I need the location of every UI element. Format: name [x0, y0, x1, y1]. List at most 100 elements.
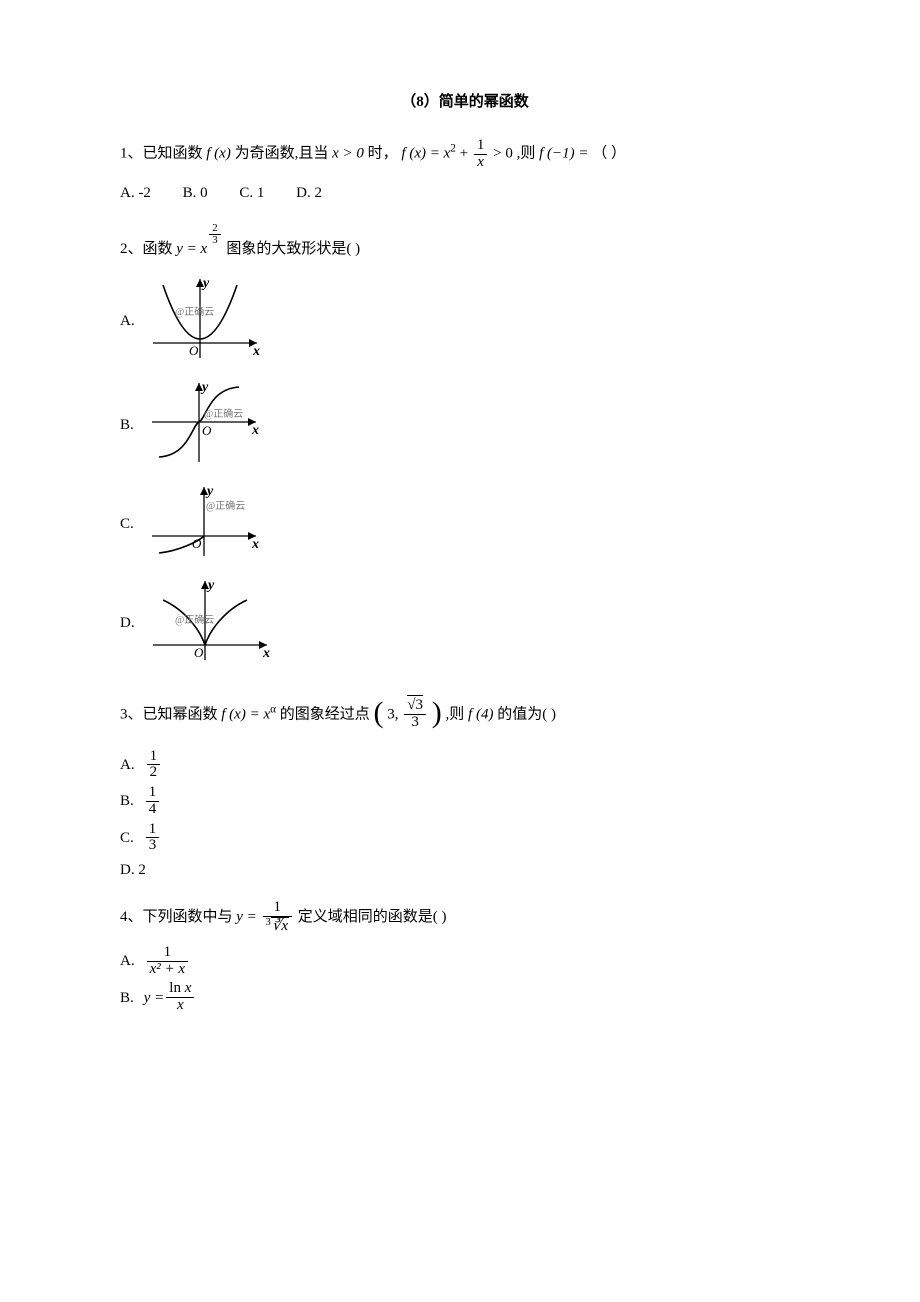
svg-text:x: x	[262, 646, 270, 661]
q2-exp-d: 3	[209, 235, 220, 246]
q1-opt-d[interactable]: D. 2	[296, 185, 322, 201]
q4a-n: 1	[147, 945, 188, 962]
q3-opt-a-lbl: A.	[120, 753, 135, 777]
q1-fx: f (x)	[206, 146, 231, 162]
q4-frac-n: 1	[263, 900, 292, 917]
q2-opt-c[interactable]: C. y x O @正确云	[120, 479, 810, 569]
q3-opt-c-frac: 1 3	[146, 822, 160, 855]
q2-suffix: 图象的大致形状是( )	[226, 241, 360, 257]
q1-opt-a[interactable]: A. -2	[120, 185, 151, 201]
q2-opt-a-label: A.	[120, 309, 135, 333]
svg-text:O: O	[202, 423, 212, 438]
q1-expr-sup: 2	[450, 143, 456, 155]
q4-opt-b-frac: ln x x	[166, 981, 194, 1014]
svg-text:x: x	[251, 423, 259, 438]
q1-mid1: 为奇函数,且当	[235, 146, 333, 162]
question-3: 3、已知幂函数 f (x) = xα 的图象经过点 ( 3, √3 3 ) ,则…	[120, 691, 810, 883]
q2-opt-b-label: B.	[120, 413, 134, 437]
q1-tail: （ ）	[592, 146, 626, 162]
svg-text:x: x	[251, 537, 259, 552]
q2-graph-c: y x O @正确云	[144, 481, 264, 561]
q2-prefix: 2、函数	[120, 241, 176, 257]
q1-cond1: x > 0	[332, 146, 364, 162]
svg-text:@正确云: @正确云	[175, 613, 214, 626]
q1-gt0: > 0	[493, 146, 513, 162]
question-4: 4、下列函数中与 y = 1 3∛x 定义域相同的函数是( ) A. 1 x² …	[120, 900, 810, 1014]
q4-opt-b-lead: y =	[144, 986, 165, 1010]
q2-graph-b: y x O @正确云	[144, 377, 264, 467]
q2-exp: 23	[209, 223, 220, 247]
q4-opt-b[interactable]: B. y = ln x x	[120, 981, 810, 1014]
q3b-d: 4	[146, 802, 160, 818]
question-1: 1、已知函数 f (x) 为奇函数,且当 x > 0 时， f (x) = x2…	[120, 138, 810, 205]
q2-opt-a[interactable]: A. y x O @正确云	[120, 271, 810, 371]
q4b-d: x	[166, 998, 194, 1014]
svg-text:y: y	[206, 578, 215, 593]
q2-exp-n: 2	[209, 223, 220, 235]
q3-opt-a[interactable]: A. 1 2	[120, 749, 810, 782]
q3-text: 3、已知幂函数 f (x) = xα 的图象经过点 ( 3, √3 3 ) ,则…	[120, 691, 810, 739]
q3b-n: 1	[146, 785, 160, 802]
q4-opt-b-lbl: B.	[120, 986, 134, 1010]
q4a-d: x² + x	[147, 962, 188, 978]
svg-text:@正确云: @正确云	[206, 499, 245, 512]
svg-text:y: y	[200, 380, 209, 395]
q1-opt-b[interactable]: B. 0	[183, 185, 208, 201]
q3-fx: f (x) = x	[221, 706, 270, 722]
q3-mid1: 的图象经过点	[280, 706, 374, 722]
q2-opt-d-label: D.	[120, 611, 135, 635]
q1-expr-lead: f (x) = x	[401, 146, 450, 162]
q1-text: 1、已知函数 f (x) 为奇函数,且当 x > 0 时， f (x) = x2…	[120, 138, 810, 171]
q3-pt-d: 3	[404, 715, 426, 731]
q3-opt-d[interactable]: D. 2	[120, 858, 810, 882]
q3-opt-c-lbl: C.	[120, 826, 134, 850]
q4-frac: 1 3∛x	[263, 900, 292, 935]
q3-opt-d-text: D. 2	[120, 858, 146, 882]
q1-options: A. -2 B. 0 C. 1 D. 2	[120, 181, 810, 205]
q1-mid3: ,则	[517, 146, 540, 162]
q4-opt-a[interactable]: A. 1 x² + x	[120, 945, 810, 978]
page-title: （8）简单的幂函数	[120, 90, 810, 114]
q2-yeq: y = x	[176, 241, 207, 257]
q4b-n: ln x	[166, 981, 194, 998]
svg-text:@正确云: @正确云	[175, 305, 214, 318]
question-2: 2、函数 y = x23 图象的大致形状是( ) A. y x O @正确云 B…	[120, 223, 810, 673]
svg-text:y: y	[201, 276, 210, 291]
q2-opt-d[interactable]: D. y x O @正确云	[120, 573, 810, 673]
q4-text: 4、下列函数中与 y = 1 3∛x 定义域相同的函数是( )	[120, 900, 810, 935]
q3-opt-c[interactable]: C. 1 3	[120, 822, 810, 855]
q2-text: 2、函数 y = x23 图象的大致形状是( )	[120, 223, 810, 261]
q1-mid2: 时，	[368, 146, 398, 162]
q3-opt-a-frac: 1 2	[147, 749, 161, 782]
q3-pt-n: √3	[407, 697, 423, 713]
q3-opt-b-lbl: B.	[120, 789, 134, 813]
q1-frac-n: 1	[474, 138, 488, 155]
q3-pt-frac: √3 3	[404, 698, 426, 731]
q4-opt-a-lbl: A.	[120, 949, 135, 973]
svg-text:@正确云: @正确云	[204, 407, 243, 420]
q4-frac-d: ∛x	[271, 917, 289, 934]
q3-mid2: ,则	[446, 706, 469, 722]
q2-opt-b[interactable]: B. y x O @正确云	[120, 375, 810, 475]
q4-suffix: 定义域相同的函数是( )	[298, 909, 447, 925]
q3c-d: 3	[146, 838, 160, 854]
q3-prefix: 3、已知幂函数	[120, 706, 221, 722]
svg-text:x: x	[252, 344, 260, 359]
q2-graph-a: y x O @正确云	[145, 273, 265, 363]
q3-alpha: α	[270, 703, 276, 715]
q2-opt-c-label: C.	[120, 512, 134, 536]
q3-f4: f (4)	[468, 706, 493, 722]
q4-opt-a-frac: 1 x² + x	[147, 945, 188, 978]
q3a-d: 2	[147, 765, 161, 781]
q3-ptx: 3,	[387, 706, 398, 722]
lparen-icon: (	[374, 689, 384, 737]
q1-opt-c[interactable]: C. 1	[239, 185, 264, 201]
q3-opt-b[interactable]: B. 1 4	[120, 785, 810, 818]
q1-prefix: 1、已知函数	[120, 146, 206, 162]
q3a-n: 1	[147, 749, 161, 766]
svg-text:y: y	[205, 484, 214, 499]
q3c-n: 1	[146, 822, 160, 839]
q3-suffix: 的值为( )	[497, 706, 556, 722]
svg-text:O: O	[189, 343, 199, 358]
q1-plus: +	[460, 146, 472, 162]
